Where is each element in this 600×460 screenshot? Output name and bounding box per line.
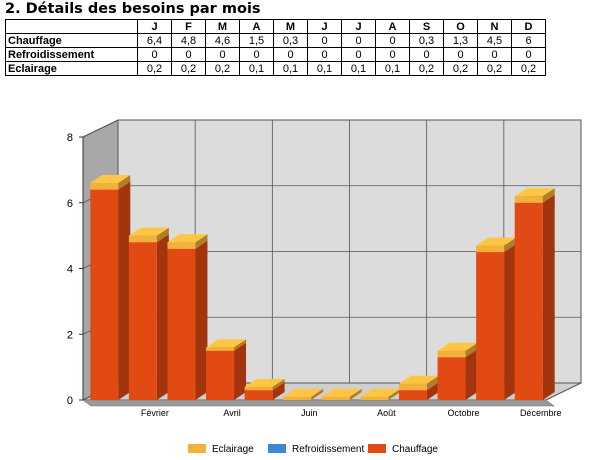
- legend-label: Eclairage: [212, 444, 254, 455]
- y-tick-label: 2: [67, 329, 73, 341]
- x-tick-label: Octobre: [448, 408, 480, 418]
- row-label: Chauffage: [5, 33, 138, 48]
- bar-segment: [476, 237, 517, 253]
- table-cell: 0,2: [477, 61, 512, 76]
- bar-segment: [167, 234, 208, 249]
- bar-segment: [128, 227, 169, 243]
- row-label: Eclairage: [5, 61, 138, 76]
- row-label: Refroidissement: [5, 47, 138, 62]
- x-tick-label: Juin: [301, 408, 318, 418]
- y-tick-label: 6: [67, 198, 73, 210]
- bar-segment: [476, 244, 517, 400]
- x-tick-label: Février: [141, 408, 169, 418]
- bar-segment: [398, 375, 439, 391]
- section-heading: 2. Détails des besoins par mois: [5, 1, 261, 17]
- bar-segment: [360, 388, 401, 400]
- legend-label: Chauffage: [392, 444, 438, 455]
- bar-segment: [206, 339, 247, 351]
- y-tick-label: 0: [67, 395, 73, 407]
- table-cell: 0,2: [443, 61, 478, 76]
- bar-segment: [206, 342, 247, 400]
- table-cell: 0,2: [511, 61, 546, 76]
- bar-segment: [244, 378, 285, 391]
- legend-swatch: [368, 444, 386, 453]
- bar-segment: [283, 388, 324, 400]
- table-cell: 0,1: [375, 61, 410, 76]
- bar-segment: [167, 240, 208, 400]
- table-cell: 0,2: [137, 61, 172, 76]
- x-tick-label: Décembre: [520, 408, 562, 418]
- x-tick-label: Août: [377, 408, 396, 418]
- table-cell: 0,2: [205, 61, 240, 76]
- bar-segment: [514, 194, 555, 400]
- y-tick-label: 8: [67, 132, 73, 144]
- bar-segment: [90, 181, 131, 400]
- chart-floor-edge: [82, 399, 555, 407]
- bar-segment: [514, 188, 555, 203]
- legend-swatch: [188, 444, 206, 453]
- legend-label: Refroidissement: [292, 444, 364, 455]
- bar-segment: [321, 388, 362, 400]
- table-cell: 6,4: [137, 33, 172, 48]
- bar-segment: [437, 342, 478, 358]
- needs-table: J F M A M J J A S O N D Chauffage 6,4 4,8 4…: [5, 19, 546, 76]
- table-cell: 0,1: [239, 61, 274, 76]
- table-row: Refroidissement 0 0 0 0 0 0 0 0 0 0 0 0: [5, 47, 546, 62]
- bar-segment: [90, 175, 131, 190]
- bar-segment: [128, 234, 169, 400]
- y-tick-label: 4: [67, 264, 73, 276]
- x-tick-label: Avril: [223, 408, 240, 418]
- table-row: Eclairage 0,2 0,2 0,2 0,1 0,1 0,1 0,1 0,1 0,2 0,2 0…: [5, 61, 546, 76]
- table-cell: 0,2: [409, 61, 444, 76]
- table-cell: 4,8: [171, 33, 206, 48]
- legend-swatch: [268, 444, 286, 453]
